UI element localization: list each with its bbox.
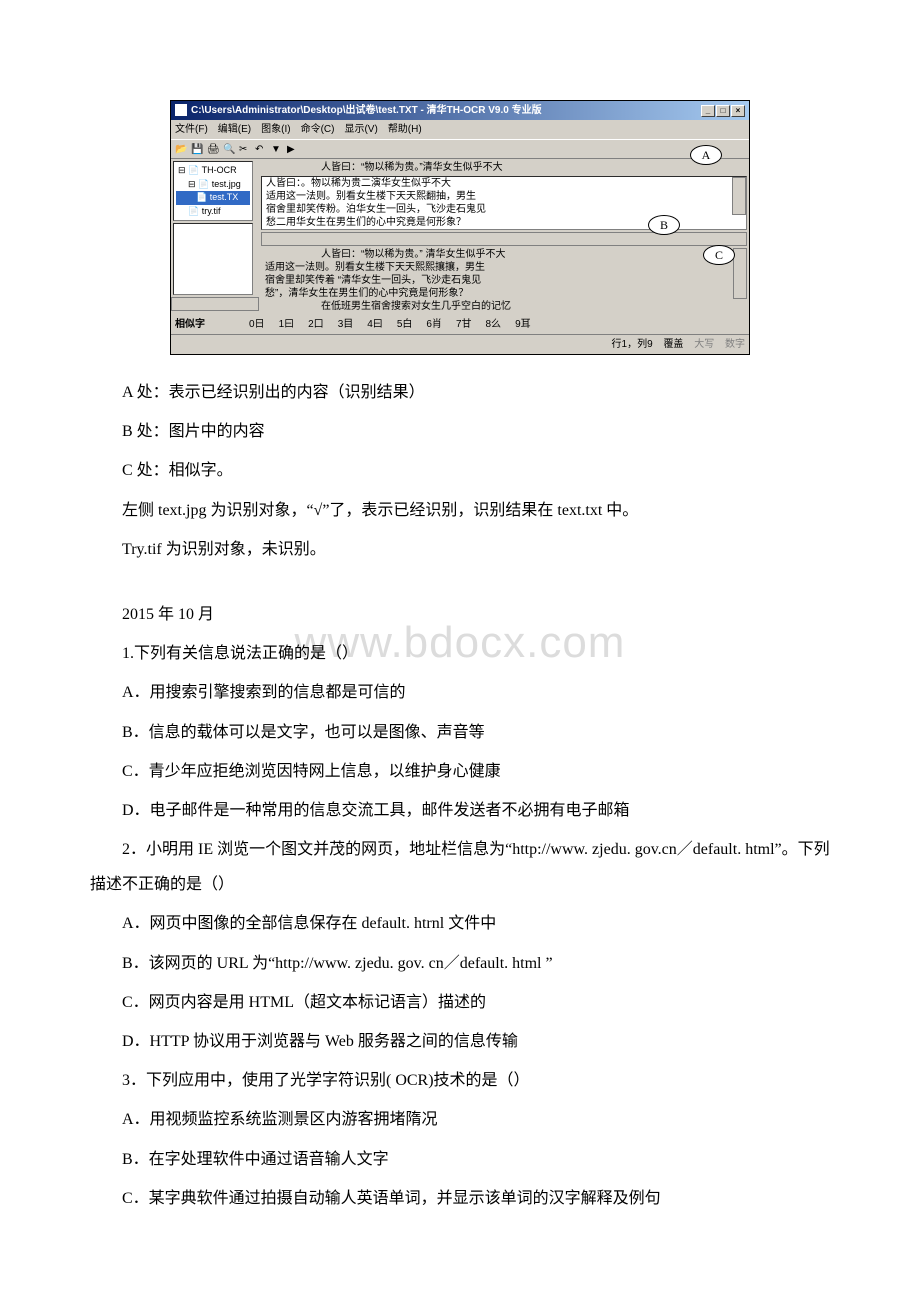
window-title: C:\Users\Administrator\Desktop\出试卷\test.… [191,105,542,116]
tool-preview-icon[interactable]: 🔍 [223,142,237,156]
tree-scrollbar[interactable] [171,297,259,311]
menubar: 文件(F) 编辑(E) 图象(I) 命令(C) 显示(V) 帮助(H) [171,120,749,139]
callout-c: C [703,245,735,265]
result-line: 人皆曰：“物以稀为贵。” 清华女生似乎不大 [261,248,733,261]
menu-image[interactable]: 图象(I) [261,122,290,137]
q2-c: C．网页内容是用 HTML（超文本标记语言）描述的 [90,985,830,1020]
result-line: 宿舍里却笑传着 “清华女生一回头，飞沙走石鬼见 [261,274,733,287]
similar-item[interactable]: 3目 [338,317,354,332]
q3-a: A．用视频监控系统监测景区内游客拥堵隋况 [90,1102,830,1137]
tool-open-icon[interactable]: 📂 [175,142,189,156]
content-pane: 人皆曰：“物以稀为贵。”清华女生似乎不大 人皆曰：。物以稀为贵二演华女生似乎不大… [261,161,747,313]
callout-a: A [690,145,722,165]
original-line: 人皆曰：。物以稀为贵二演华女生似乎不大 [262,177,732,190]
explain-b: B 处：图片中的内容 [90,414,830,449]
original-line: 适用这一法则。别看女生楼下天天熙翻抽，男生 [262,190,732,203]
tree-item-testjpg[interactable]: ⊟ 📄 test.jpg [176,178,250,192]
minimize-button[interactable]: _ [701,105,715,117]
explain-try: Try.tif 为识别对象，未识别。 [90,532,830,567]
explain-a: A 处：表示已经识别出的内容（识别结果） [90,375,830,410]
similar-item[interactable]: 2口 [308,317,324,332]
status-pos: 行1，列9 [612,339,653,350]
app-icon [175,104,187,116]
close-button[interactable]: × [731,105,745,117]
status-caps: 大写 [694,339,714,350]
similar-item[interactable]: 6肖 [426,317,442,332]
tool-dropdown-icon[interactable]: ▼ [271,142,285,156]
q2-a: A．网页中图像的全部信息保存在 default. htrnl 文件中 [90,906,830,941]
q1-stem: 1.下列有关信息说法正确的是（） [90,636,830,671]
tree-root[interactable]: ⊟ 📄 TH-OCR [176,164,250,178]
tool-cut-icon[interactable]: ✂ [239,142,253,156]
q1-c: C．青少年应拒绝浏览因特网上信息，以维护身心健康 [90,754,830,789]
status-mode: 覆盖 [663,339,683,350]
similar-item[interactable]: 9耳 [515,317,531,332]
header-text: 人皆曰：“物以稀为贵。”清华女生似乎不大 [261,161,747,174]
similar-item[interactable]: 5白 [397,317,413,332]
date-line: 2015 年 10 月 [90,597,830,632]
tree-item-testtxt[interactable]: 📄 test.TX [176,191,250,205]
menu-command[interactable]: 命令(C) [301,122,335,137]
explain-c: C 处：相似字。 [90,453,830,488]
q1-a: A．用搜索引擎搜索到的信息都是可信的 [90,675,830,710]
menu-help[interactable]: 帮助(H) [388,122,422,137]
menu-file[interactable]: 文件(F) [175,122,208,137]
ocr-screenshot: C:\Users\Administrator\Desktop\出试卷\test.… [170,100,750,355]
similar-item[interactable]: 0日 [249,317,265,332]
q3-c: C．某字典软件通过拍摄自动输人英语单词，并显示该单词的汉字解释及例句 [90,1181,830,1216]
similar-item[interactable]: 7甘 [456,317,472,332]
tool-run-icon[interactable]: ▶ [287,142,301,156]
result-vscroll[interactable] [733,248,747,299]
file-tree: ⊟ 📄 TH-OCR ⊟ 📄 test.jpg 📄 test.TX 📄 try.… [173,161,253,221]
menu-edit[interactable]: 编辑(E) [218,122,251,137]
q3-stem: 3．下列应用中，使用了光学字符识别( OCR)技术的是（） [90,1063,830,1098]
result-line: 适用这一法则。别看女生楼下天天熙熙攘攘，男生 [261,261,733,274]
window-titlebar: C:\Users\Administrator\Desktop\出试卷\test.… [171,101,749,120]
callout-b: B [648,215,680,235]
similar-label: 相似字 [175,317,205,332]
q1-d: D．电子邮件是一种常用的信息交流工具，邮件发送者不必拥有电子邮箱 [90,793,830,828]
tree-item-trytif[interactable]: 📄 try.tif [176,205,250,219]
similar-row: 相似字 0日 1曰 2口 3目 4曰 5白 6肖 7甘 8么 9耳 [171,315,749,334]
q1-b: B．信息的载体可以是文字，也可以是图像、声音等 [90,715,830,750]
q2-b: B．该网页的 URL 为“http://www. zjedu. gov. cn／… [90,946,830,981]
result-line: 在低班男生宿舍搜索对女生几乎空白的记忆 [261,300,733,313]
tool-print-icon[interactable]: 🖨 [207,142,221,156]
similar-item[interactable]: 8么 [486,317,502,332]
original-hscroll[interactable] [261,232,747,246]
q3-b: B．在字处理软件中通过语音输人文字 [90,1142,830,1177]
maximize-button[interactable]: □ [716,105,730,117]
status-bar: 行1，列9 覆盖 大写 数字 [171,334,749,354]
original-vscroll[interactable] [732,177,746,215]
toolbar: 📂 💾 🖨 🔍 ✂ ↶ ▼ ▶ [171,139,749,159]
similar-item[interactable]: 1曰 [279,317,295,332]
q2-stem: 2．小明用 IE 浏览一个图文并茂的网页，地址栏信息为“http://www. … [90,832,830,902]
tool-save-icon[interactable]: 💾 [191,142,205,156]
explain-left: 左侧 text.jpg 为识别对象，“√”了，表示已经识别，识别结果在 text… [90,493,830,528]
menu-view[interactable]: 显示(V) [344,122,377,137]
status-num: 数字 [725,339,745,350]
tool-undo-icon[interactable]: ↶ [255,142,269,156]
q2-d: D．HTTP 协议用于浏览器与 Web 服务器之间的信息传输 [90,1024,830,1059]
result-line: 愁”，清华女生在男生们的心中究竟是何形象？ [261,287,733,300]
tree-lower [173,223,253,295]
similar-item[interactable]: 4曰 [367,317,383,332]
